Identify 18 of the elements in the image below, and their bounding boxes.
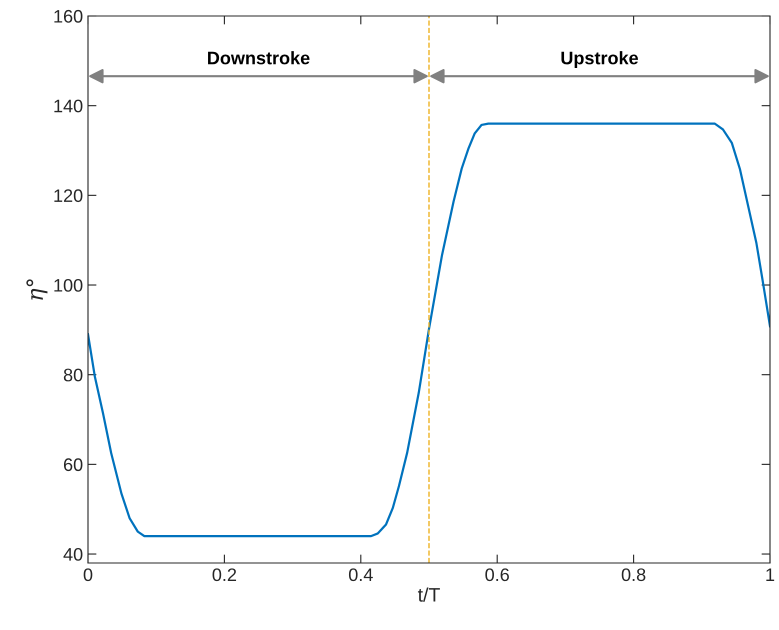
y-tick-label: 140 <box>54 100 82 112</box>
y-tick-label: 80 <box>64 368 82 382</box>
y-axis-title: η° <box>26 279 48 300</box>
y-tick-label: 100 <box>54 278 82 292</box>
y-tick-label: 40 <box>63 548 82 561</box>
x-tick-label: 0.8 <box>622 568 646 582</box>
y-tick-label: 60 <box>64 458 82 472</box>
y-tick-label: 120 <box>54 189 82 202</box>
x-tick-label: 0 <box>84 568 92 582</box>
x-tick-label: 0.4 <box>348 568 373 582</box>
line-series <box>88 122 770 538</box>
x-tick-label: 0.2 <box>212 568 236 582</box>
x-tick-label: 0.6 <box>485 568 509 582</box>
x-tick-label: 1 <box>766 568 774 581</box>
y-tick-label: 160 <box>54 10 82 23</box>
x-axis-title: t/T <box>418 587 440 602</box>
annotation: Downstroke <box>208 51 310 64</box>
annotation: Upstroke <box>561 51 638 68</box>
